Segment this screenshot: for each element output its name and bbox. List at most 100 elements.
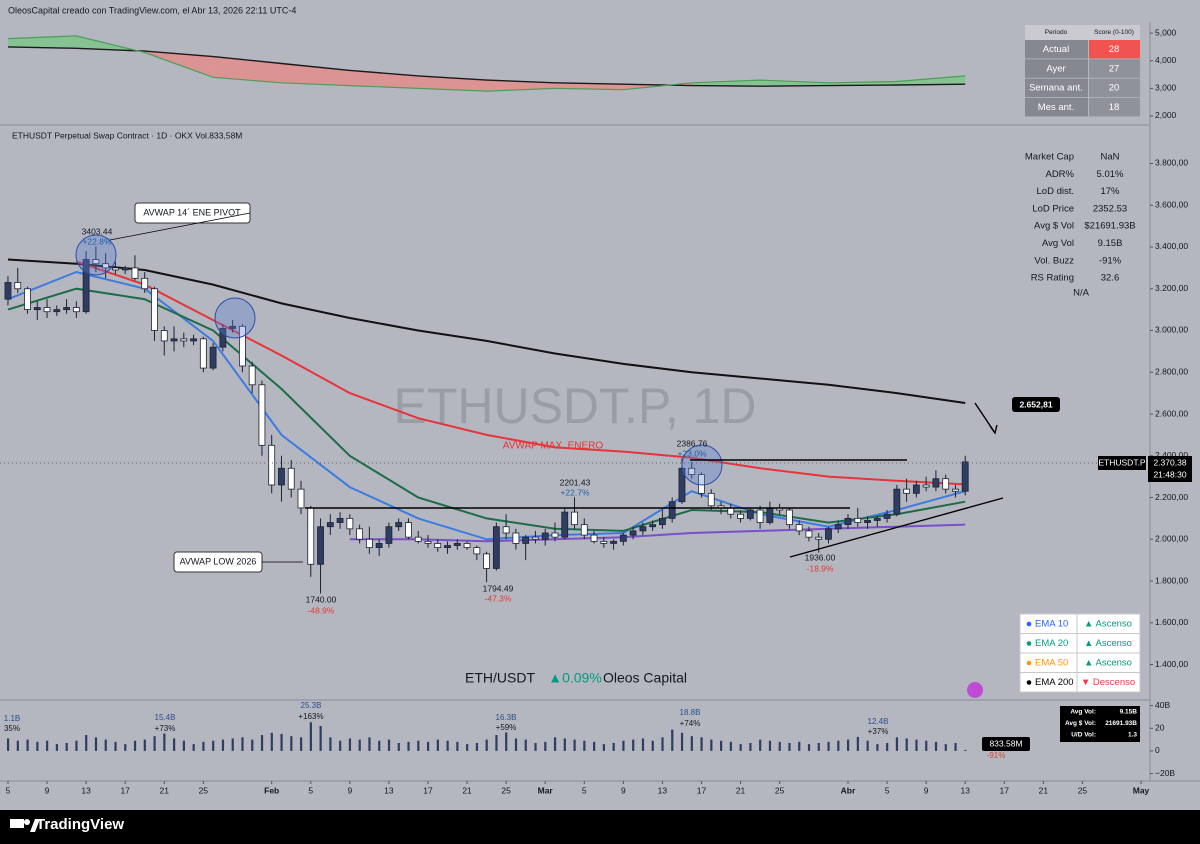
ema-status: ▲ Ascenso bbox=[1084, 658, 1132, 669]
stat-value: $21691.93B bbox=[1084, 221, 1135, 232]
volume-bar bbox=[46, 740, 49, 751]
price-annotation: 3403.44 bbox=[82, 226, 113, 236]
volume-bar bbox=[212, 740, 215, 751]
candle-body bbox=[92, 259, 100, 265]
score-label-cell bbox=[1025, 59, 1088, 78]
overlay-line bbox=[349, 523, 966, 543]
candle-body bbox=[317, 526, 324, 565]
y-tick-label: 2.800,00 bbox=[1155, 366, 1188, 376]
x-tick-label: 5 bbox=[885, 785, 890, 795]
stat-value: 32.6 bbox=[1101, 273, 1120, 284]
volume-bar bbox=[153, 736, 156, 751]
volume-bar bbox=[241, 737, 244, 751]
volume-bar bbox=[495, 735, 498, 751]
volume-bar bbox=[593, 741, 596, 751]
volume-stat-label: U/D Vol: bbox=[1071, 732, 1096, 739]
candle-body bbox=[952, 488, 959, 492]
candle-body bbox=[629, 530, 637, 536]
price-annotation: -48.9% bbox=[308, 605, 335, 615]
volume-bar bbox=[846, 739, 850, 751]
candle-body bbox=[698, 474, 705, 494]
candle-body bbox=[424, 540, 432, 544]
price-annotation: +22.8% bbox=[82, 236, 112, 246]
candle-body bbox=[571, 511, 578, 526]
candle-body bbox=[219, 328, 227, 348]
volume-bar bbox=[104, 739, 107, 751]
volume-bar bbox=[75, 740, 78, 751]
volume-bar bbox=[944, 744, 947, 751]
volume-bar bbox=[729, 741, 732, 751]
header-title: OleosCapital creado con TradingView.com,… bbox=[8, 5, 296, 15]
volume-bar bbox=[163, 733, 166, 751]
main-plot: 5,000 4,000 3,000 2,000 1.400,00 1.600,00 1.80… bbox=[4, 27, 1189, 795]
volume-bar bbox=[759, 739, 762, 751]
score-value: 18 bbox=[1109, 102, 1120, 113]
volume-bar bbox=[202, 741, 205, 751]
volume-bar bbox=[905, 738, 908, 751]
score-header bbox=[1025, 25, 1140, 40]
y-tick-label: 3.400,00 bbox=[1155, 241, 1188, 251]
score-label-cell bbox=[1025, 97, 1088, 117]
candle-body bbox=[170, 338, 178, 342]
legend-change: ▲0.09% bbox=[548, 670, 602, 686]
candle-body bbox=[492, 526, 500, 569]
x-tick-label: 9 bbox=[621, 785, 626, 795]
stat-value: 2352.53 bbox=[1093, 203, 1127, 214]
volume-bar bbox=[553, 737, 557, 751]
drawings bbox=[109, 212, 1004, 563]
x-tick-label: 9 bbox=[45, 785, 50, 795]
stat-label: LoD dist. bbox=[1037, 186, 1075, 197]
candle-body bbox=[4, 282, 12, 300]
candle-body bbox=[522, 536, 530, 544]
volume-annotation: 12.4B bbox=[868, 717, 889, 726]
score-value-cell bbox=[1089, 97, 1140, 117]
candle-body bbox=[453, 543, 461, 546]
target-label: 2.652,81 bbox=[1019, 399, 1052, 409]
candle-body bbox=[43, 307, 51, 313]
volume-bar bbox=[329, 737, 332, 751]
volume-bar bbox=[368, 737, 371, 751]
volume-bar bbox=[358, 739, 361, 751]
price-annotation: 2386.76 bbox=[677, 438, 708, 448]
x-tick-label: Mar bbox=[538, 785, 554, 795]
volume-bar bbox=[837, 740, 840, 751]
score-head-cell: Periodo bbox=[1045, 29, 1068, 36]
candle-body bbox=[268, 444, 276, 486]
score-value-cell bbox=[1089, 40, 1140, 59]
area-fill bbox=[213, 56, 282, 83]
ema-label: EMA 20 bbox=[1035, 638, 1068, 649]
candle-body bbox=[414, 536, 422, 542]
volume-bar bbox=[524, 739, 527, 751]
volume-bar bbox=[55, 744, 59, 751]
volume-annotation: 25.3B bbox=[301, 701, 322, 710]
volume-bar bbox=[895, 737, 899, 751]
candle-body bbox=[199, 338, 207, 369]
volume-stats-box bbox=[1060, 706, 1140, 742]
volume-bar bbox=[192, 744, 195, 751]
x-tick-label: 13 bbox=[81, 785, 91, 795]
volume-bar bbox=[876, 744, 879, 751]
stat-label: Vol. Buzz bbox=[1034, 255, 1074, 266]
volume-stat-value: 9.15B bbox=[1120, 709, 1138, 716]
area-fill bbox=[554, 82, 624, 90]
avwap-max-label: AVWAP MAX. ENERO bbox=[503, 441, 604, 452]
volume-bar bbox=[251, 739, 254, 751]
x-tick-label: 13 bbox=[960, 785, 970, 795]
last-price-box bbox=[1148, 456, 1192, 482]
score-label: Ayer bbox=[1046, 63, 1065, 74]
candle-body bbox=[942, 478, 950, 490]
candle-body bbox=[229, 325, 237, 329]
candle-body bbox=[112, 267, 119, 271]
volume-annotation: 15.4B bbox=[155, 713, 176, 722]
volume-annotation: +163% bbox=[298, 712, 323, 721]
candle-body bbox=[82, 259, 90, 313]
x-tick-label: 21 bbox=[1039, 785, 1049, 795]
alert-icon[interactable] bbox=[967, 682, 983, 698]
candle-body bbox=[356, 528, 364, 540]
volume-bar bbox=[260, 735, 264, 751]
price-annotation: -47.3% bbox=[485, 593, 512, 603]
volume-bar bbox=[690, 736, 693, 751]
y-tick-label: 3.000,00 bbox=[1155, 325, 1188, 335]
volume-bar bbox=[221, 739, 225, 751]
